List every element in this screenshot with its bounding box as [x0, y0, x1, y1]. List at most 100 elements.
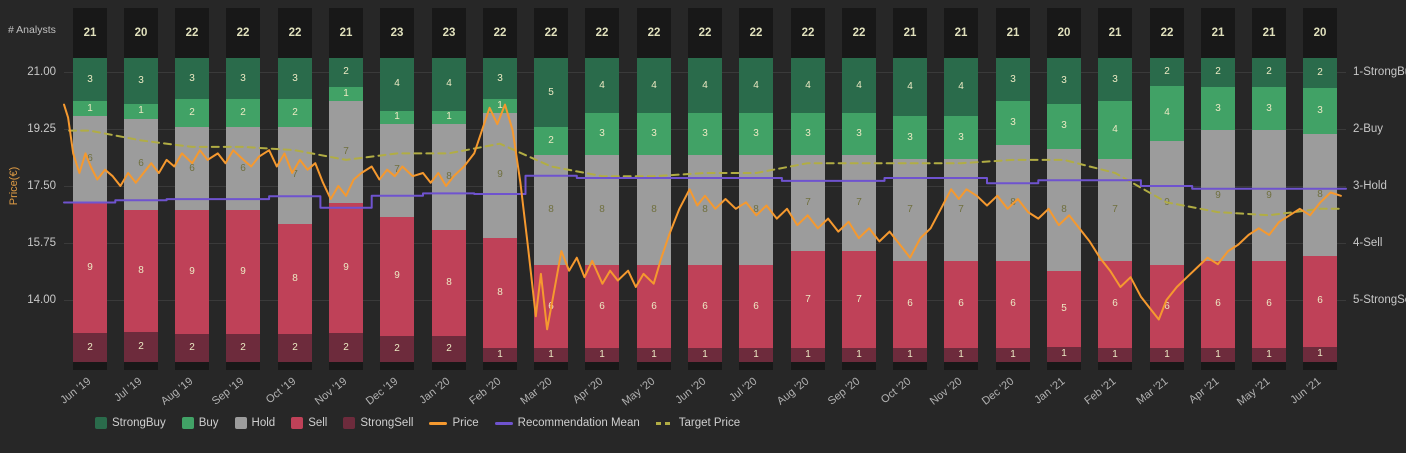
bar-segment-strongsell[interactable]: 2	[73, 333, 107, 362]
bar-segment-buy[interactable]: 3	[1303, 88, 1337, 134]
bar-segment-strongsell[interactable]: 1	[483, 348, 517, 362]
bar-segment-strongbuy[interactable]: 3	[124, 58, 158, 104]
bar-segment-buy[interactable]: 4	[1150, 85, 1184, 141]
bar-segment-strongsell[interactable]: 1	[637, 348, 671, 362]
bar-segment-hold[interactable]: 7	[329, 101, 363, 203]
bar-segment-strongsell[interactable]: 2	[380, 335, 414, 362]
bar-segment-buy[interactable]: 2	[226, 99, 260, 128]
legend-item-recommendation-mean[interactable]: Recommendation Mean	[494, 416, 640, 430]
bar-segment-strongbuy[interactable]: 4	[944, 58, 978, 116]
bar-segment-buy[interactable]: 3	[585, 113, 619, 155]
bar-segment-strongbuy[interactable]: 4	[791, 58, 825, 114]
bar-segment-hold[interactable]: 8	[1047, 149, 1081, 271]
bar-segment-hold[interactable]: 8	[739, 154, 773, 266]
bar-segment-sell[interactable]: 8	[432, 229, 466, 336]
bar-segment-strongsell[interactable]: 1	[893, 347, 927, 362]
bar-segment-sell[interactable]: 6	[534, 265, 568, 349]
bar-segment-buy[interactable]: 3	[996, 101, 1030, 145]
bar-segment-hold[interactable]: 9	[1252, 130, 1286, 261]
bar-segment-buy[interactable]: 3	[842, 113, 876, 155]
bar-segment-sell[interactable]: 6	[944, 260, 978, 348]
bar-segment-strongsell[interactable]: 2	[432, 335, 466, 362]
bar-segment-strongsell[interactable]: 2	[226, 334, 260, 362]
bar-segment-strongsell[interactable]: 1	[1098, 347, 1132, 362]
bar-segment-hold[interactable]: 9	[1201, 130, 1235, 261]
bar-segment-buy[interactable]: 3	[688, 113, 722, 155]
bar-segment-strongbuy[interactable]: 4	[380, 58, 414, 111]
bar-segment-strongsell[interactable]: 1	[791, 348, 825, 362]
bar-segment-sell[interactable]: 6	[893, 260, 927, 348]
bar-segment-hold[interactable]: 7	[842, 154, 876, 252]
bar-segment-hold[interactable]: 6	[175, 127, 209, 210]
bar-segment-strongsell[interactable]: 1	[996, 347, 1030, 362]
bar-segment-sell[interactable]: 5	[1047, 270, 1081, 347]
bar-segment-buy[interactable]: 3	[1201, 86, 1235, 131]
bar-segment-strongsell[interactable]: 1	[688, 348, 722, 362]
bar-segment-hold[interactable]: 7	[944, 159, 978, 261]
bar-segment-strongbuy[interactable]: 4	[585, 58, 619, 114]
bar-segment-strongbuy[interactable]: 4	[739, 58, 773, 114]
bar-segment-hold[interactable]: 7	[278, 127, 312, 224]
bar-segment-strongbuy[interactable]: 3	[278, 58, 312, 100]
bar-segment-sell[interactable]: 8	[278, 223, 312, 335]
bar-segment-strongbuy[interactable]: 3	[996, 58, 1030, 102]
bar-segment-hold[interactable]: 7	[791, 154, 825, 252]
bar-segment-sell[interactable]: 6	[996, 260, 1030, 348]
bar-segment-buy[interactable]: 1	[329, 86, 363, 102]
bar-segment-buy[interactable]: 1	[483, 99, 517, 114]
bar-segment-strongbuy[interactable]: 4	[637, 58, 671, 114]
bar-segment-buy[interactable]: 3	[944, 115, 978, 160]
bar-segment-hold[interactable]: 7	[893, 159, 927, 261]
bar-segment-buy[interactable]: 4	[1098, 101, 1132, 160]
bar-segment-strongbuy[interactable]: 3	[175, 58, 209, 100]
bar-segment-sell[interactable]: 9	[226, 210, 260, 335]
bar-segment-sell[interactable]: 9	[380, 216, 414, 336]
bar-segment-strongbuy[interactable]: 5	[534, 58, 568, 128]
bar-segment-sell[interactable]: 8	[483, 237, 517, 349]
bar-segment-sell[interactable]: 6	[637, 265, 671, 349]
bar-segment-strongbuy[interactable]: 2	[1201, 58, 1235, 87]
bar-segment-buy[interactable]: 3	[739, 113, 773, 155]
bar-segment-sell[interactable]: 6	[1150, 265, 1184, 349]
bar-segment-strongsell[interactable]: 2	[124, 331, 158, 362]
bar-segment-hold[interactable]: 8	[637, 154, 671, 266]
bar-segment-sell[interactable]: 6	[1252, 260, 1286, 348]
bar-segment-buy[interactable]: 1	[380, 110, 414, 125]
bar-segment-sell[interactable]: 7	[791, 251, 825, 349]
bar-segment-strongbuy[interactable]: 3	[1098, 58, 1132, 102]
bar-segment-buy[interactable]: 3	[637, 113, 671, 155]
bar-segment-strongsell[interactable]: 2	[329, 333, 363, 362]
legend-item-hold[interactable]: Hold	[234, 416, 275, 430]
bar-segment-hold[interactable]: 6	[124, 118, 158, 210]
bar-segment-hold[interactable]: 8	[432, 124, 466, 230]
bar-segment-sell[interactable]: 8	[124, 210, 158, 332]
bar-segment-strongbuy[interactable]: 2	[1303, 58, 1337, 89]
bar-segment-buy[interactable]: 3	[791, 113, 825, 155]
bar-segment-strongsell[interactable]: 1	[1303, 346, 1337, 362]
bar-segment-strongsell[interactable]: 2	[175, 334, 209, 362]
bar-segment-sell[interactable]: 6	[739, 265, 773, 349]
bar-segment-sell[interactable]: 9	[175, 210, 209, 335]
bar-segment-sell[interactable]: 6	[688, 265, 722, 349]
bar-segment-hold[interactable]: 7	[380, 124, 414, 217]
bar-segment-buy[interactable]: 3	[1047, 103, 1081, 150]
legend-item-sell[interactable]: Sell	[291, 416, 327, 430]
bar-segment-buy[interactable]: 2	[534, 127, 568, 155]
bar-segment-sell[interactable]: 7	[842, 251, 876, 349]
bar-segment-sell[interactable]: 9	[73, 202, 107, 334]
legend-item-strongsell[interactable]: StrongSell	[343, 416, 413, 430]
bar-segment-strongbuy[interactable]: 2	[329, 58, 363, 87]
bar-segment-buy[interactable]: 2	[175, 99, 209, 128]
bar-segment-strongsell[interactable]: 1	[1150, 348, 1184, 362]
bar-segment-buy[interactable]: 1	[124, 103, 158, 119]
bar-segment-buy[interactable]: 2	[278, 99, 312, 128]
bar-segment-strongbuy[interactable]: 4	[842, 58, 876, 114]
bar-segment-buy[interactable]: 1	[432, 110, 466, 125]
bar-segment-sell[interactable]: 9	[329, 202, 363, 334]
bar-segment-hold[interactable]: 8	[585, 154, 619, 266]
bar-segment-sell[interactable]: 6	[1098, 260, 1132, 348]
bar-segment-hold[interactable]: 6	[226, 127, 260, 210]
legend-item-target-price[interactable]: Target Price	[655, 416, 740, 430]
bar-segment-strongbuy[interactable]: 3	[483, 58, 517, 100]
legend-item-buy[interactable]: Buy	[181, 416, 219, 430]
